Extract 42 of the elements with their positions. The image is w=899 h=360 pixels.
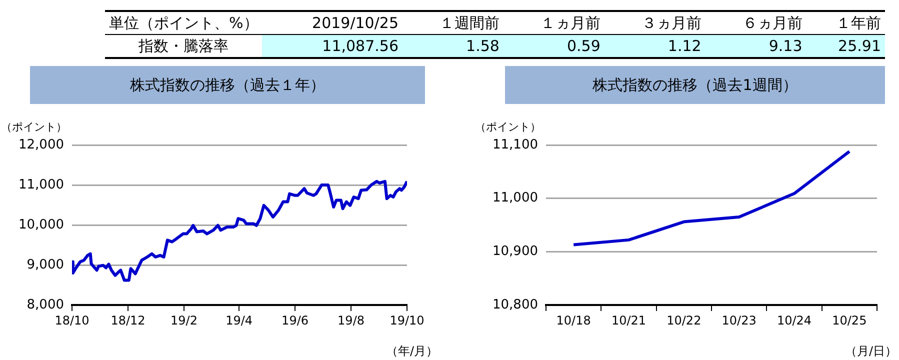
y-tick-label: 10,900 bbox=[492, 244, 538, 260]
y-tick-label: 10,800 bbox=[492, 297, 538, 312]
x-tick-label: 10/22 bbox=[666, 313, 702, 328]
x-tick-label: 19/8 bbox=[338, 313, 364, 328]
text: 指数・騰落率 bbox=[105, 34, 262, 58]
chart-title: 株式指数の推移（過去１年） bbox=[30, 66, 425, 104]
y-tick-label: 9,000 bbox=[26, 257, 64, 272]
x-tick-label: 19/2 bbox=[170, 313, 198, 328]
x-tick-label: 10/25 bbox=[832, 313, 867, 328]
text: 9.13 bbox=[705, 34, 806, 58]
x-axis-title: （月/日） bbox=[844, 344, 897, 358]
y-tick-label: 10,000 bbox=[18, 217, 64, 232]
x-tick-label: 10/24 bbox=[776, 313, 812, 328]
y-tick-label: 11,000 bbox=[18, 177, 64, 192]
text: 11,087.56 bbox=[262, 34, 402, 58]
x-tick-label: 19/4 bbox=[226, 313, 253, 328]
x-tick-label: 18/10 bbox=[54, 313, 90, 328]
text: １ヵ月前 bbox=[503, 11, 604, 34]
text: 0.59 bbox=[503, 34, 604, 58]
text: 2019/10/25 bbox=[262, 11, 402, 34]
x-tick-label: 10/21 bbox=[611, 313, 646, 328]
text: １週間前 bbox=[402, 11, 504, 34]
x-tick-label: 10/23 bbox=[722, 313, 756, 328]
x-tick-label: 10/18 bbox=[556, 313, 591, 328]
text: 単位（ポイント、%） bbox=[105, 11, 262, 34]
text: 25.91 bbox=[806, 34, 885, 58]
text: １年前 bbox=[806, 11, 885, 34]
x-tick-label: 19/6 bbox=[282, 313, 309, 328]
text: ６ヵ月前 bbox=[705, 11, 806, 34]
y-axis-title: （ポイント） bbox=[475, 120, 541, 134]
x-tick-label: 18/12 bbox=[110, 313, 146, 328]
y-tick-label: 11,000 bbox=[492, 190, 538, 206]
x-axis-title: （年/月） bbox=[386, 344, 438, 358]
y-tick-label: 11,100 bbox=[492, 137, 538, 152]
text: ３ヵ月前 bbox=[604, 11, 706, 34]
text: 1.58 bbox=[402, 34, 504, 58]
chart-title: 株式指数の推移（過去1週間） bbox=[505, 66, 885, 104]
y-axis-title: （ポイント） bbox=[1, 120, 67, 134]
text: 1.12 bbox=[604, 34, 706, 58]
x-tick-label: 19/10 bbox=[390, 313, 424, 328]
y-tick-label: 8,000 bbox=[26, 297, 64, 312]
y-tick-label: 12,000 bbox=[18, 137, 64, 152]
